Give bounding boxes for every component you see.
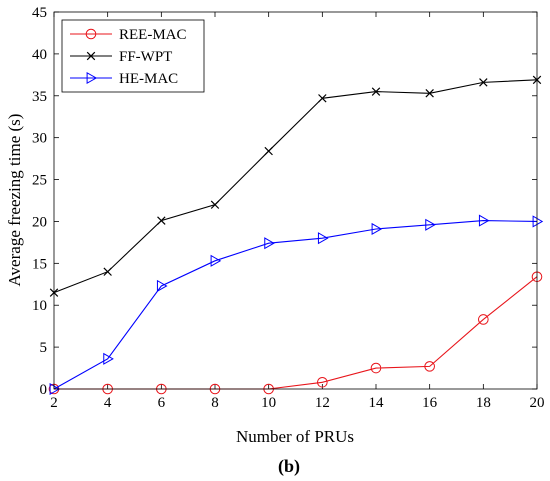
y-tick-label: 10 xyxy=(32,298,47,314)
x-tick-label: 2 xyxy=(50,395,58,411)
legend-label: REE-MAC xyxy=(119,27,187,43)
y-axis-title: Average freezing time (s) xyxy=(5,114,24,287)
plot-frame xyxy=(53,11,538,390)
x-tick-label: 16 xyxy=(422,395,438,411)
data-point-he-mac xyxy=(317,232,329,245)
data-point-ree-mac xyxy=(317,376,328,388)
x-tick-label: 14 xyxy=(369,395,385,411)
data-point-ff-wpt xyxy=(157,216,166,225)
data-point-ff-wpt xyxy=(264,146,273,156)
data-point-ff-wpt xyxy=(425,89,434,98)
series-line-he-mac xyxy=(53,220,538,390)
legend-label: HE-MAC xyxy=(119,71,178,87)
data-point-he-mac xyxy=(210,254,222,267)
y-tick-label: 35 xyxy=(32,89,47,105)
y-tick-label: 15 xyxy=(32,256,47,272)
data-point-he-mac xyxy=(49,382,61,396)
y-tick-label: 30 xyxy=(32,131,47,147)
x-tick-label: 18 xyxy=(476,395,491,411)
x-tick-label: 10 xyxy=(261,395,276,411)
data-point-he-mac xyxy=(156,279,168,293)
data-point-he-mac xyxy=(532,215,544,228)
data-point-he-mac xyxy=(264,237,275,250)
y-tick-label: 20 xyxy=(32,214,47,230)
axis-ticks: 2 4 6 8 10 12 14 16 18 20 0 5 10 15 20 25 30 35 40 45 xyxy=(32,5,545,411)
x-tick-label: 12 xyxy=(315,395,330,411)
x-tick-label: 6 xyxy=(158,395,166,411)
data-point-ff-wpt xyxy=(318,94,327,103)
legend: REE-MAC FF-WPT HE-MAC xyxy=(61,19,205,93)
y-tick-label: 45 xyxy=(32,5,47,21)
x-tick-label: 20 xyxy=(530,395,545,411)
data-point-ree-mac xyxy=(478,314,489,325)
x-axis-title: Number of PRUs xyxy=(236,427,354,446)
series-line-ff-wpt xyxy=(53,79,538,294)
data-point-he-mac xyxy=(103,352,114,365)
legend-marker xyxy=(86,71,98,85)
y-tick-label: 25 xyxy=(32,173,47,189)
data-point-he-mac xyxy=(425,218,436,231)
data-point-ff-wpt xyxy=(371,87,381,96)
data-point-he-mac xyxy=(371,222,383,236)
legend-marker xyxy=(85,28,97,40)
series-layer xyxy=(48,75,544,396)
data-point-ff-wpt xyxy=(479,78,488,87)
y-tick-label: 5 xyxy=(40,340,48,356)
data-point-ff-wpt xyxy=(210,200,220,209)
legend-marker xyxy=(86,51,96,61)
y-tick-label: 0 xyxy=(40,382,48,398)
y-tick-label: 40 xyxy=(32,47,47,63)
data-point-ff-wpt xyxy=(103,267,112,276)
data-point-ree-mac xyxy=(424,361,435,372)
data-point-he-mac xyxy=(478,214,490,227)
x-tick-label: 4 xyxy=(104,395,112,411)
x-tick-label: 8 xyxy=(211,395,219,411)
data-point-ree-mac xyxy=(370,362,382,374)
figure-caption: (b) xyxy=(278,456,300,477)
legend-box xyxy=(61,19,205,93)
legend-label: FF-WPT xyxy=(119,49,172,65)
